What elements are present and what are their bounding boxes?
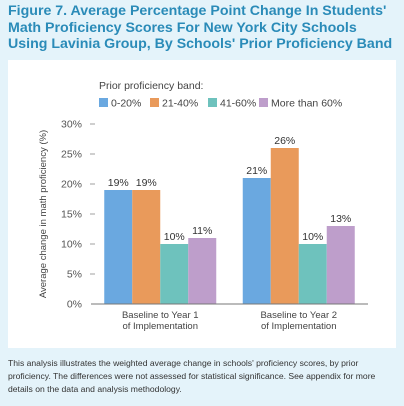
bar-value-label: 26%: [274, 135, 295, 147]
bar-value-label: 19%: [136, 177, 157, 189]
y-tick-label: 25%: [61, 149, 82, 161]
bar-value-label: 13%: [330, 213, 351, 225]
bar-2-1: [242, 178, 271, 304]
legend-label-2: 21-40%: [162, 98, 198, 110]
bar-value-label: 19%: [108, 177, 129, 189]
x-category-label: of Implementation: [122, 321, 198, 332]
legend-swatch-4: [259, 98, 268, 107]
legend-title: Prior proficiency band:: [99, 80, 203, 92]
figure-title: Figure 7. Average Percentage Point Chang…: [8, 3, 393, 52]
bar-value-label: 21%: [246, 165, 267, 177]
bar-chart: Prior proficiency band: 0-20% 21-40% 41-60%…: [38, 80, 368, 332]
y-tick-label: 5%: [67, 269, 82, 281]
legend-swatch-2: [150, 98, 159, 107]
y-axis-label: Average change in math proficiency (%): [38, 130, 49, 298]
bar-1-4: [188, 238, 217, 304]
x-category-label: of Implementation: [261, 321, 337, 332]
legend-label-1: 0-20%: [111, 98, 141, 110]
bar-value-label: 10%: [164, 231, 185, 243]
y-tick-label: 30%: [61, 119, 82, 131]
x-category-label: Baseline to Year 2: [260, 310, 337, 321]
chart-panel: Prior proficiency band: 0-20% 21-40% 41-60%…: [8, 60, 396, 348]
x-category-label: Baseline to Year 1: [122, 310, 199, 321]
bar-2-4: [326, 226, 355, 304]
bar-1-2: [132, 190, 161, 304]
y-tick-label: 0%: [67, 299, 82, 311]
legend-swatch-3: [208, 98, 217, 107]
figure-caption: This analysis illustrates the weighted a…: [8, 358, 376, 394]
y-tick-label: 15%: [61, 209, 82, 221]
bar-1-3: [160, 244, 189, 304]
bar-2-3: [298, 244, 327, 304]
bar-value-label: 11%: [192, 225, 212, 237]
bar-1-1: [104, 190, 133, 304]
bar-value-label: 10%: [302, 231, 323, 243]
legend-label-3: 41-60%: [220, 98, 256, 110]
y-tick-label: 10%: [61, 239, 82, 251]
legend-label-4: More than 60%: [271, 98, 342, 110]
legend-swatch-1: [99, 98, 108, 107]
bar-2-2: [270, 148, 299, 304]
y-tick-label: 20%: [61, 179, 82, 191]
